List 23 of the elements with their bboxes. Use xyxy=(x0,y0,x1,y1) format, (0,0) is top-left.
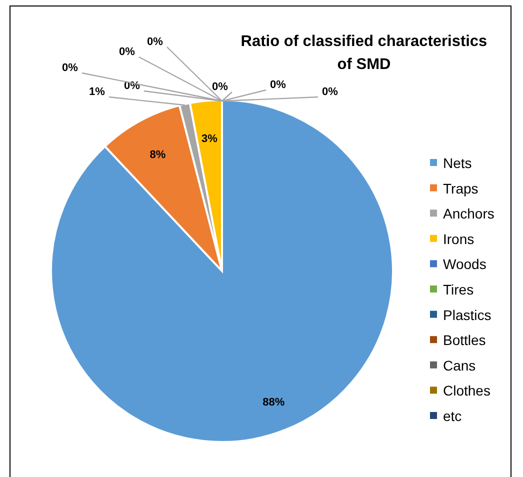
legend-label: Clothes xyxy=(443,382,490,399)
legend-label: Tires xyxy=(443,282,474,298)
data-label: 8% xyxy=(150,149,166,162)
text: 0% xyxy=(322,86,338,98)
data-label: 88% xyxy=(262,396,285,408)
legend-label: Anchors xyxy=(443,206,494,222)
data-label: 3% xyxy=(201,133,218,146)
legend-label: Bottles xyxy=(443,332,486,348)
legend-label: Nets xyxy=(443,155,472,171)
legend-label: Traps xyxy=(443,180,478,196)
legend-label: Plastics xyxy=(443,306,492,323)
text: 0% xyxy=(62,62,78,74)
text: 0% xyxy=(119,46,135,58)
text: 0% xyxy=(270,79,286,91)
pie-slice xyxy=(50,99,394,443)
text: 0% xyxy=(147,36,163,48)
legend-label: etc xyxy=(443,408,462,424)
legend-label: Woods xyxy=(443,256,486,272)
data-label: 1% xyxy=(89,86,106,98)
legend-label: Irons xyxy=(443,230,474,247)
legend-label: Cans xyxy=(443,357,476,374)
text: 0% xyxy=(212,81,228,93)
chart-title: Ratio of classified characteristics of SMD xyxy=(240,33,488,73)
